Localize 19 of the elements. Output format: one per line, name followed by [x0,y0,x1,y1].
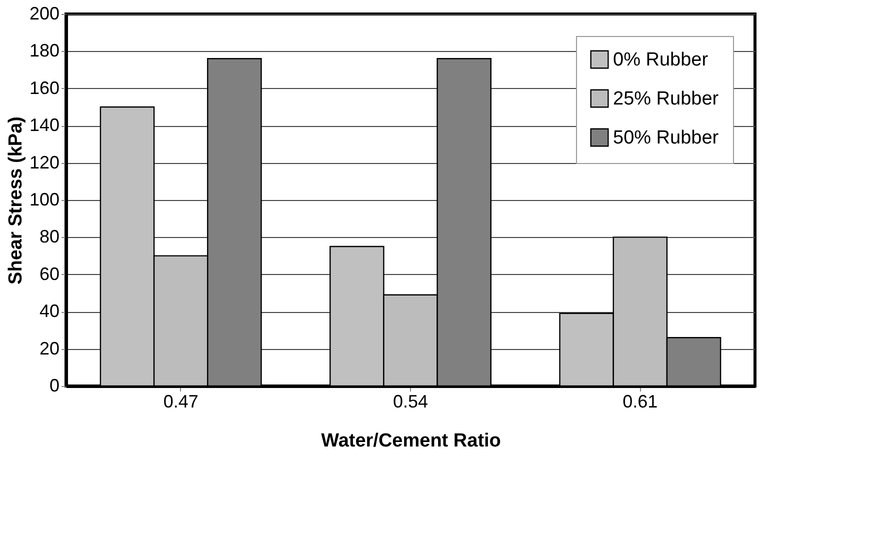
x-tick-label: 0.61 [622,392,658,412]
y-tick-label: 0 [49,376,60,396]
y-tick-label: 200 [29,4,60,24]
y-tick-label: 120 [29,152,60,172]
y-tick-label: 80 [39,226,60,247]
y-tick-label: 160 [29,78,60,98]
y-tick-label: 140 [29,115,60,136]
x-tick-label: 0.47 [163,392,198,412]
x-tick-label: 0.54 [392,392,428,412]
y-tick-label: 40 [39,301,60,322]
x-axis-title: Water/Cement Ratio [321,430,501,452]
y-tick-label: 180 [29,40,60,61]
y-tick-label: 100 [29,190,60,210]
legend-label: 50% Rubber [613,128,720,148]
y-tick-label: 60 [39,264,60,284]
y-tick-label: 20 [39,338,60,358]
legend-label: 0% Rubber [613,50,709,70]
legend-label: 25% Rubber [613,88,720,110]
y-axis-title: Shear Stress (kPa) [5,116,26,284]
